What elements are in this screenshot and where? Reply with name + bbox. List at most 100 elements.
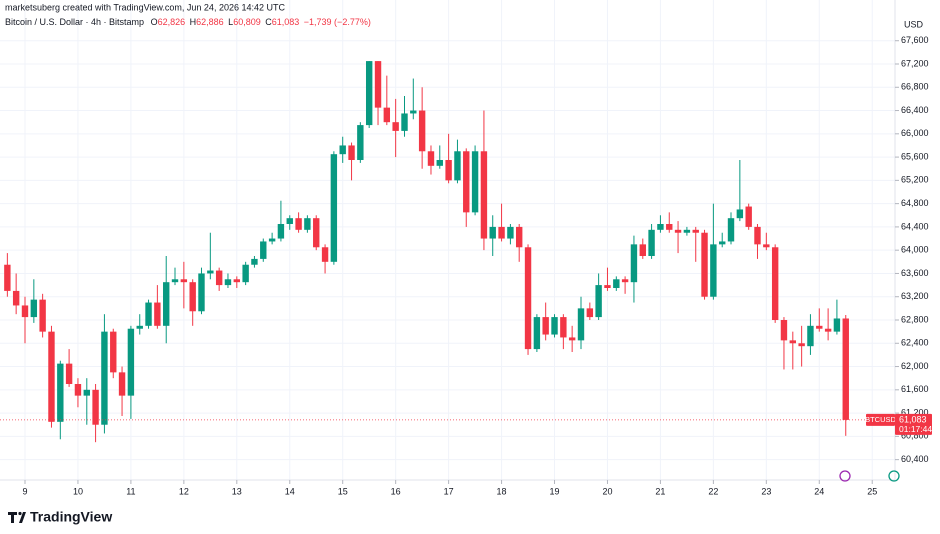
candle-body <box>701 232 708 297</box>
y-tick-label: 67,600 <box>901 35 929 45</box>
candle-body <box>198 273 205 312</box>
y-tick-label: 62,800 <box>901 314 929 324</box>
candle-body <box>577 308 585 341</box>
candle-body <box>392 122 399 131</box>
candle-body <box>277 224 285 239</box>
candle-body <box>136 325 143 329</box>
countdown: 01:17:44 <box>899 424 932 434</box>
y-tick-label: 62,000 <box>901 361 929 371</box>
candle-body <box>533 317 541 350</box>
y-tick-label: 64,000 <box>901 245 929 255</box>
candle-body <box>418 110 426 152</box>
event-icon <box>839 470 851 482</box>
candle-body <box>445 160 452 181</box>
candle-body <box>12 290 20 306</box>
x-tick-label: 18 <box>497 486 507 496</box>
candle-body <box>771 247 779 320</box>
x-tick-label: 20 <box>602 486 612 496</box>
candle-body <box>74 384 82 396</box>
candle-body <box>321 247 329 262</box>
candle-body <box>4 264 11 291</box>
candle-body <box>789 340 797 344</box>
x-tick-label: 16 <box>391 486 401 496</box>
x-tick-label: 11 <box>126 486 135 496</box>
candle-body <box>401 113 408 131</box>
y-tick-label: 66,000 <box>901 128 929 138</box>
x-tick-label: 21 <box>655 486 665 496</box>
y-tick-label: 64,400 <box>901 221 929 231</box>
candle-body <box>754 226 761 245</box>
y-tick-label: 63,200 <box>901 291 929 301</box>
candle-body <box>489 226 496 239</box>
candle-body <box>807 325 814 347</box>
candle-body <box>604 285 611 288</box>
y-tick-label: 64,800 <box>901 198 929 208</box>
candle-body <box>268 238 276 242</box>
candle-body <box>745 206 752 227</box>
y-tick-label: 62,400 <box>901 338 929 348</box>
candle-body <box>613 279 620 288</box>
logo-icon <box>8 512 26 523</box>
ohlc-key: H <box>190 17 197 27</box>
candle-body <box>410 110 417 114</box>
candle-body <box>480 151 488 239</box>
candle-body <box>463 151 470 213</box>
y-tick-label: 65,600 <box>901 151 929 161</box>
y-tick-label: 66,800 <box>901 82 929 92</box>
candle-body <box>330 154 338 262</box>
candle-body <box>171 279 179 283</box>
candle-body <box>251 258 258 265</box>
x-tick-label: 9 <box>22 486 27 496</box>
change: −1,739 (−2.77%) <box>304 17 371 27</box>
price-tag <box>895 413 932 435</box>
price-tag-text: 61,083 <box>899 414 927 424</box>
candle-body <box>118 372 126 396</box>
candle-body <box>295 218 302 230</box>
candle-body <box>260 241 267 259</box>
x-tick-label: 10 <box>73 486 83 496</box>
candle-body <box>542 317 549 335</box>
candle-body <box>524 247 532 350</box>
candle-body <box>842 318 849 420</box>
symbol-tag <box>866 413 895 426</box>
candle-body <box>145 302 152 326</box>
y-tick-label: 61,600 <box>901 384 929 394</box>
candle-body <box>648 229 655 256</box>
x-tick-label: 25 <box>867 486 877 496</box>
candle-body <box>374 61 382 108</box>
candle-body <box>127 328 135 396</box>
x-tick-label: 22 <box>708 486 718 496</box>
logo-text: TradingView <box>30 509 112 525</box>
candle-body <box>639 244 646 256</box>
candle-body <box>657 224 664 230</box>
candle-body <box>736 209 744 219</box>
icons <box>839 470 900 482</box>
candle-body <box>621 279 629 283</box>
candle-body <box>674 229 682 233</box>
x-tick-label: 24 <box>814 486 824 496</box>
x-tick-label: 15 <box>338 486 348 496</box>
currency: USD <box>904 19 924 29</box>
x-tick-label: 13 <box>232 486 242 496</box>
candle-body <box>154 302 161 326</box>
ohlc-value: 60,809 <box>233 17 261 27</box>
x-tick-label: 12 <box>179 486 189 496</box>
candle-body <box>454 151 461 181</box>
candle-body <box>348 145 355 160</box>
candle-body <box>65 363 73 384</box>
x-tick-label: 17 <box>444 486 454 496</box>
ohlc-value: 62,886 <box>196 17 224 27</box>
candle-body <box>816 325 823 329</box>
ohlc-key: C <box>265 17 272 27</box>
candle-body <box>824 328 832 332</box>
y-tick-label: 60,400 <box>901 454 929 464</box>
y-tick-label: 63,600 <box>901 268 929 278</box>
y-tick-label: 66,400 <box>901 105 929 115</box>
candles <box>4 61 849 443</box>
candle-body <box>286 218 293 224</box>
ohlc-key: O <box>151 17 158 27</box>
candle-body <box>30 299 38 318</box>
candle-body <box>339 145 346 155</box>
